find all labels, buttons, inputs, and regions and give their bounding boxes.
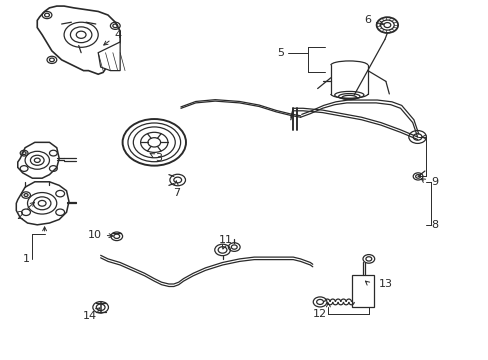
Polygon shape [98, 42, 120, 71]
Bar [351, 275, 373, 307]
Text: 4: 4 [103, 30, 121, 45]
Text: 13: 13 [378, 279, 392, 289]
Text: 6: 6 [363, 15, 383, 26]
Polygon shape [16, 182, 69, 225]
Text: 8: 8 [430, 220, 437, 230]
Text: 14: 14 [82, 308, 100, 320]
Text: 5: 5 [277, 48, 284, 58]
Polygon shape [37, 6, 120, 74]
Text: 7: 7 [172, 181, 180, 198]
Text: 9: 9 [430, 177, 437, 187]
Text: 1: 1 [22, 254, 29, 264]
Text: 11: 11 [219, 235, 232, 249]
Text: 2: 2 [16, 202, 34, 221]
Text: 3: 3 [150, 153, 163, 163]
Polygon shape [18, 142, 59, 178]
Text: 12: 12 [312, 310, 326, 319]
Text: 10: 10 [88, 230, 113, 239]
